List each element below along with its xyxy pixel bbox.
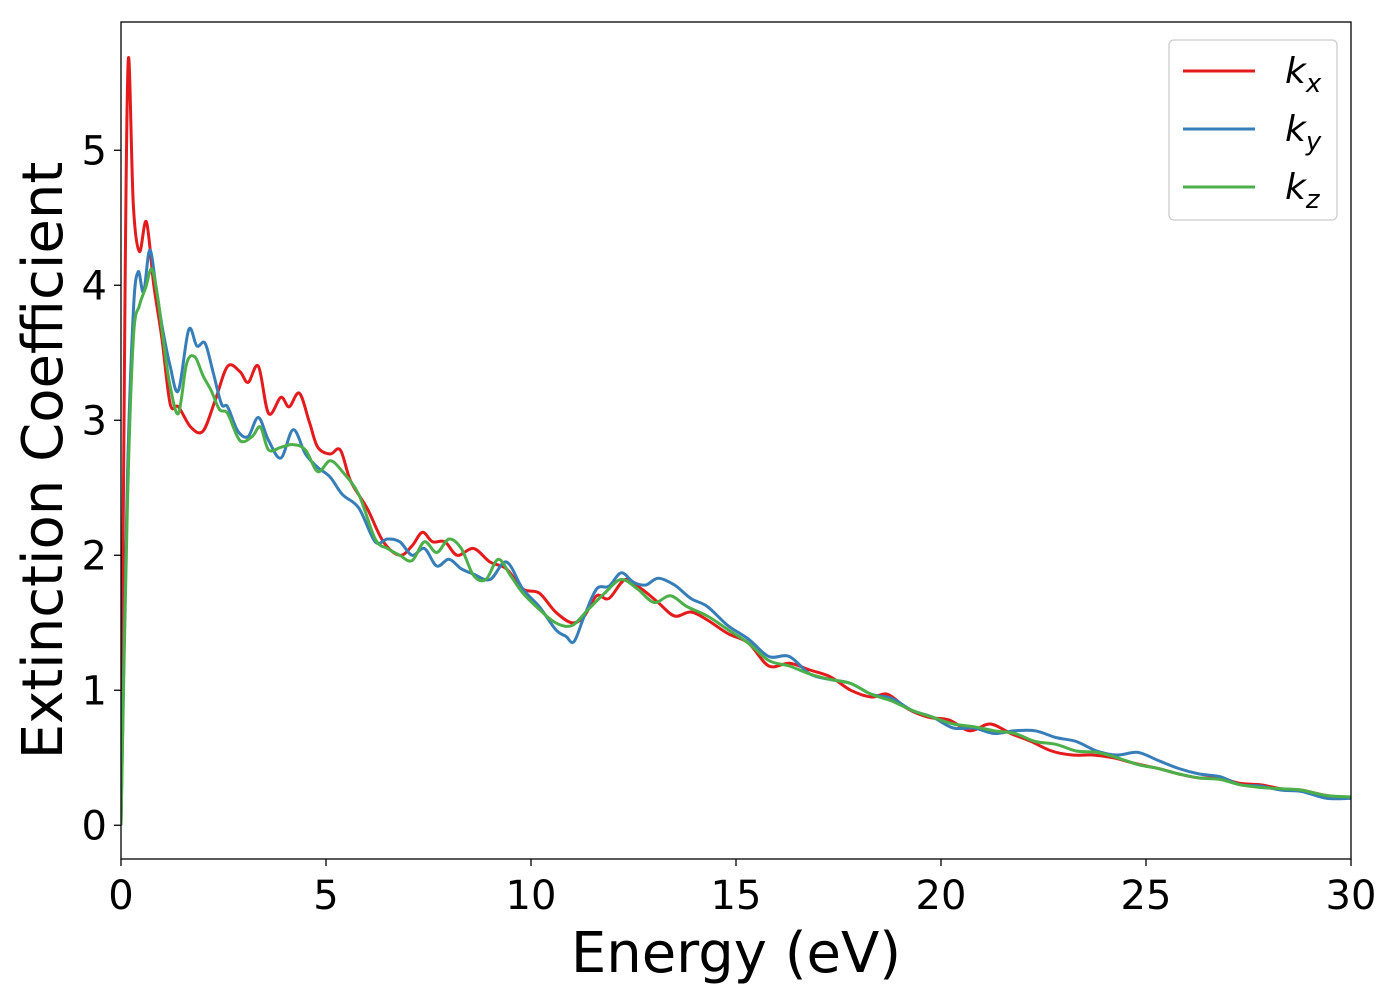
- y-tick-label: 3: [82, 398, 107, 444]
- x-tick-label: 25: [1121, 873, 1172, 919]
- x-tick-label: 0: [108, 873, 133, 919]
- y-tick-label: 0: [82, 803, 107, 849]
- y-tick-label: 2: [82, 533, 107, 579]
- legend: kx ky kz: [1168, 39, 1338, 221]
- x-tick-label: 10: [506, 873, 557, 919]
- x-tick-label: 30: [1326, 873, 1377, 919]
- series-line-k-z: [121, 267, 1351, 826]
- legend-label-k-x: kx: [1285, 51, 1322, 99]
- series-lines: [121, 56, 1351, 826]
- series-line-k-y: [121, 248, 1351, 826]
- y-tick-label: 1: [82, 668, 107, 714]
- x-tick-label: 20: [916, 873, 967, 919]
- y-tick-label: 4: [82, 263, 107, 309]
- x-tick-label: 15: [711, 873, 762, 919]
- x-axis-title: Energy (eV): [571, 921, 901, 986]
- legend-label-k-y: ky: [1285, 109, 1322, 157]
- series-line-k-x: [121, 56, 1351, 826]
- legend-label-k-z: kz: [1285, 167, 1321, 215]
- y-tick-label: 5: [82, 128, 107, 174]
- axis-ticks: 0 5 10 15 20 25 30 0 1 2 3 4 5: [82, 128, 1377, 919]
- x-tick-label: 5: [313, 873, 338, 919]
- y-axis-title: Extinction Coefficient: [11, 162, 76, 760]
- plot-area-frame: [120, 21, 1352, 860]
